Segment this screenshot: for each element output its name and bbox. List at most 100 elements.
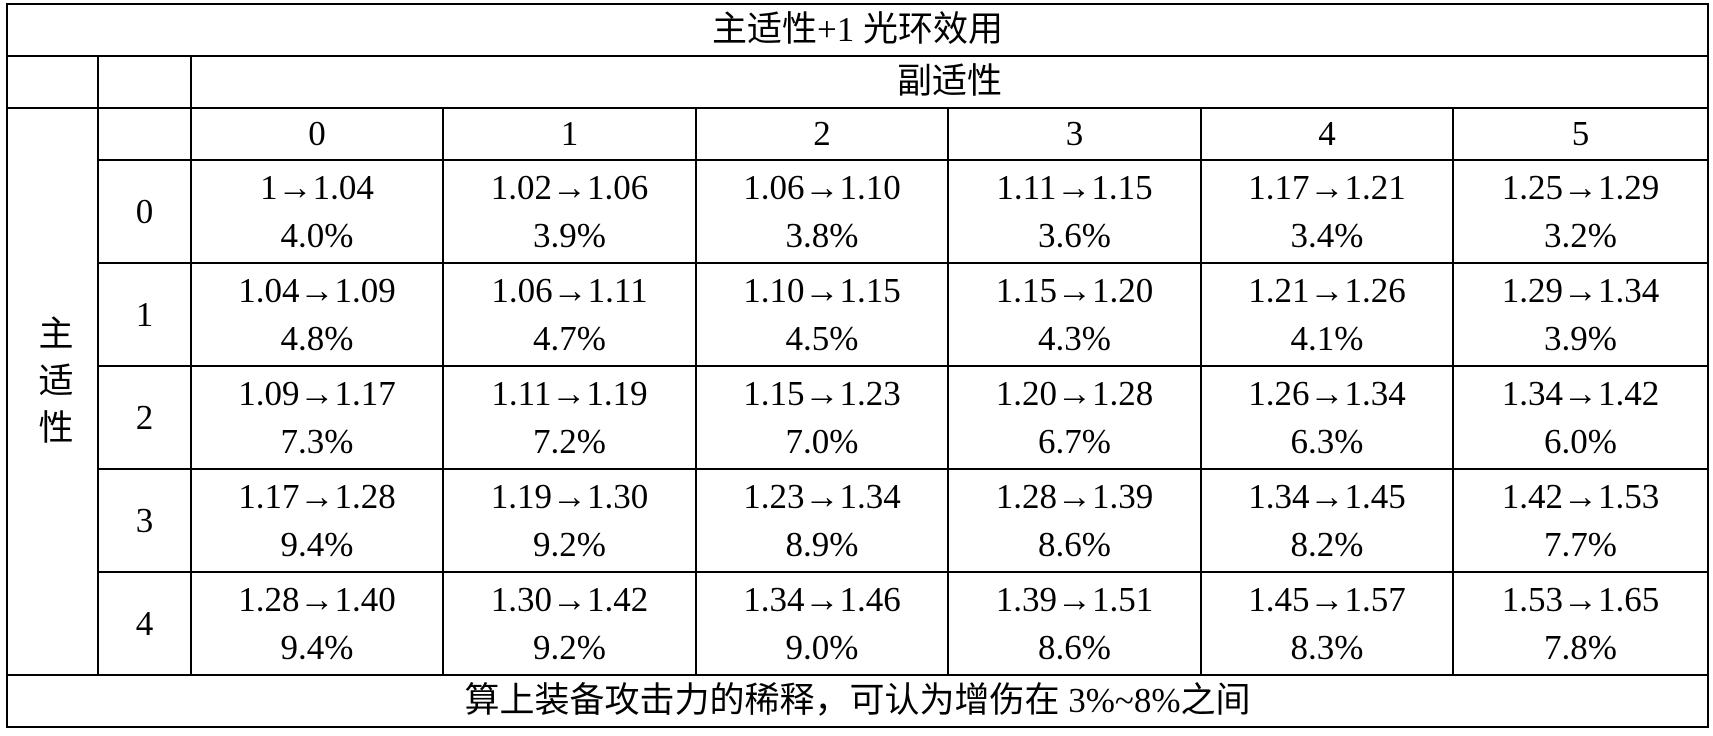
percent: 4.3% bbox=[1038, 318, 1111, 358]
range: 1.34→1.42 bbox=[1501, 373, 1660, 413]
data-cell: 1.34→1.42 6.0% bbox=[1452, 365, 1709, 470]
empty-cell bbox=[97, 55, 192, 109]
percent: 6.7% bbox=[1038, 421, 1111, 461]
data-row: 3 1.17→1.28 9.4% 1.19→1.30 9.2% 1.23→1.34 8.9%… bbox=[7, 468, 1709, 573]
data-cell: 1.19→1.30 9.2% bbox=[442, 468, 697, 573]
percent: 7.8% bbox=[1544, 627, 1617, 667]
percent: 7.7% bbox=[1544, 524, 1617, 564]
percent: 4.7% bbox=[533, 318, 606, 358]
column-label: 2 bbox=[695, 107, 949, 161]
data-row: 0 1→1.04 4.0% 1.02→1.06 3.9% 1.06→1.10 3.8% 1.1… bbox=[7, 159, 1709, 264]
footer: 算上装备攻击力的稀释，可认为增伤在 3%~8%之间 bbox=[6, 674, 1709, 728]
column-label: 4 bbox=[1200, 107, 1454, 161]
range: 1.20→1.28 bbox=[995, 373, 1154, 413]
row-label: 1 bbox=[97, 262, 192, 367]
percent: 7.0% bbox=[785, 421, 859, 461]
data-cell: 1.10→1.15 4.5% bbox=[695, 262, 949, 367]
empty-cell bbox=[6, 55, 99, 109]
empty-cell bbox=[97, 107, 192, 161]
column-label: 0 bbox=[190, 107, 444, 161]
data-cell: 1.34→1.46 9.0% bbox=[695, 571, 949, 676]
range: 1.39→1.51 bbox=[995, 579, 1154, 619]
range: 1.15→1.20 bbox=[995, 270, 1154, 310]
data-row: 4 1.28→1.40 9.4% 1.30→1.42 9.2% 1.34→1.46 9.0%… bbox=[7, 571, 1709, 676]
percent: 8.3% bbox=[1290, 627, 1364, 667]
data-cell: 1.11→1.19 7.2% bbox=[442, 365, 697, 470]
percent: 6.0% bbox=[1544, 421, 1617, 461]
range: 1.10→1.15 bbox=[743, 270, 901, 310]
percent: 8.9% bbox=[785, 524, 859, 564]
range: 1.26→1.34 bbox=[1248, 373, 1406, 413]
data-cell: 1.23→1.34 8.9% bbox=[695, 468, 949, 573]
data-cell: 1.28→1.40 9.4% bbox=[190, 571, 444, 676]
row-label: 3 bbox=[97, 468, 192, 573]
data-row: 1 1.04→1.09 4.8% 1.06→1.11 4.7% 1.10→1.15 4.5%… bbox=[7, 262, 1709, 367]
row-label: 4 bbox=[97, 571, 192, 676]
data-cell: 1→1.04 4.0% bbox=[190, 159, 444, 264]
data-cell: 1.06→1.11 4.7% bbox=[442, 262, 697, 367]
column-label: 3 bbox=[947, 107, 1202, 161]
range: 1.34→1.46 bbox=[743, 579, 901, 619]
percent: 9.2% bbox=[533, 627, 606, 667]
range: 1.25→1.29 bbox=[1501, 167, 1660, 207]
title-row: 主适性+1 光环效用 bbox=[6, 3, 1709, 57]
percent: 7.2% bbox=[533, 421, 606, 461]
percent: 8.2% bbox=[1290, 524, 1364, 564]
data-cell: 1.11→1.15 3.6% bbox=[947, 159, 1202, 264]
range: 1.04→1.09 bbox=[238, 270, 396, 310]
range: 1.06→1.11 bbox=[491, 270, 648, 310]
range: 1.28→1.39 bbox=[995, 476, 1154, 516]
row-header: 主适性 bbox=[33, 314, 73, 456]
range: 1.17→1.28 bbox=[238, 476, 396, 516]
data-cell: 1.15→1.23 7.0% bbox=[695, 365, 949, 470]
range: 1.19→1.30 bbox=[490, 476, 649, 516]
data-cell: 1.17→1.21 3.4% bbox=[1200, 159, 1454, 264]
range: 1.23→1.34 bbox=[743, 476, 901, 516]
data-cell: 1.20→1.28 6.7% bbox=[947, 365, 1202, 470]
data-cell: 1.09→1.17 7.3% bbox=[190, 365, 444, 470]
data-cell: 1.17→1.28 9.4% bbox=[190, 468, 444, 573]
row-label: 0 bbox=[97, 159, 192, 264]
data-cell: 1.21→1.26 4.1% bbox=[1200, 262, 1454, 367]
percent: 9.4% bbox=[280, 524, 354, 564]
percent: 9.0% bbox=[785, 627, 859, 667]
row-header-cell: 主适性 bbox=[6, 107, 99, 676]
column-header: 副适性 bbox=[190, 55, 1709, 109]
data-cell: 1.42→1.53 7.7% bbox=[1452, 468, 1709, 573]
range: 1.06→1.10 bbox=[743, 167, 901, 207]
column-header-row: 副适性 bbox=[6, 55, 1709, 109]
range: 1.21→1.26 bbox=[1248, 270, 1406, 310]
percent: 6.3% bbox=[1290, 421, 1364, 461]
row-label: 2 bbox=[97, 365, 192, 470]
data-cell: 1.25→1.29 3.2% bbox=[1452, 159, 1709, 264]
footer-row: 算上装备攻击力的稀释，可认为增伤在 3%~8%之间 bbox=[6, 674, 1709, 728]
table-title: 主适性+1 光环效用 bbox=[6, 3, 1709, 57]
data-row: 2 1.09→1.17 7.3% 1.11→1.19 7.2% 1.15→1.23 7.0%… bbox=[7, 365, 1709, 470]
range: 1.34→1.45 bbox=[1248, 476, 1406, 516]
percent: 4.1% bbox=[1290, 318, 1364, 358]
percent: 3.2% bbox=[1544, 215, 1617, 255]
percent: 9.4% bbox=[280, 627, 354, 667]
percent: 3.6% bbox=[1038, 215, 1111, 255]
percent: 3.8% bbox=[785, 215, 859, 255]
range: 1.15→1.23 bbox=[743, 373, 901, 413]
data-cell: 1.30→1.42 9.2% bbox=[442, 571, 697, 676]
range: 1.11→1.15 bbox=[996, 167, 1153, 207]
range: 1.30→1.42 bbox=[490, 579, 649, 619]
data-cell: 1.06→1.10 3.8% bbox=[695, 159, 949, 264]
range: 1.09→1.17 bbox=[238, 373, 396, 413]
range: 1.42→1.53 bbox=[1501, 476, 1660, 516]
percent: 3.9% bbox=[533, 215, 606, 255]
data-cell: 1.15→1.20 4.3% bbox=[947, 262, 1202, 367]
data-cell: 1.53→1.65 7.8% bbox=[1452, 571, 1709, 676]
column-label: 1 bbox=[442, 107, 697, 161]
percent: 7.3% bbox=[280, 421, 354, 461]
percent: 3.9% bbox=[1544, 318, 1617, 358]
data-cell: 1.02→1.06 3.9% bbox=[442, 159, 697, 264]
data-cell: 1.45→1.57 8.3% bbox=[1200, 571, 1454, 676]
range: 1.11→1.19 bbox=[491, 373, 648, 413]
